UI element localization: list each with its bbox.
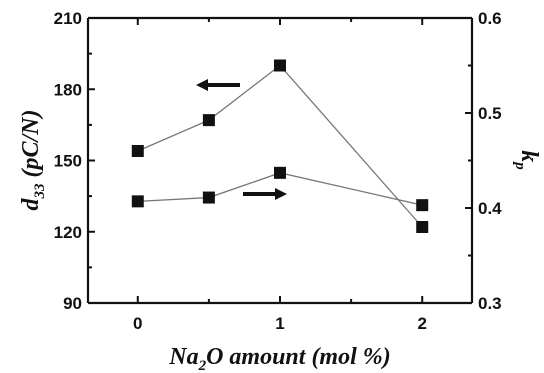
data-point-right: [274, 166, 286, 179]
ticks-layer: 0 1 2 90 120 150 180 210 0.3 0.4 0.5 0.6: [54, 9, 503, 333]
right-y-tick-label: 0.6: [478, 9, 502, 28]
right-y-tick-label: 0.5: [478, 104, 502, 123]
data-point-left: [274, 59, 286, 72]
left-y-tick-label: 180: [54, 80, 82, 99]
x-tick-label: 1: [275, 314, 284, 333]
left-axis-arrow-head: [196, 79, 208, 91]
left-y-tick-label: 120: [54, 223, 82, 242]
left-y-tick-label: 150: [54, 152, 82, 171]
data-point-left: [131, 145, 144, 157]
x-tick-label: 0: [133, 314, 142, 333]
right-axis-title: kp: [512, 150, 542, 170]
data-point-right: [202, 191, 215, 204]
right-y-tick-label: 0.3: [478, 294, 502, 313]
data-point-right: [416, 199, 429, 212]
left-y-tick-label: 210: [54, 9, 82, 28]
series-line-left: [137, 64, 423, 228]
data-point-left: [202, 114, 215, 127]
left-axis-title: d33 (pC/N): [18, 110, 48, 211]
x-axis-title: Na2O amount (mol %): [168, 344, 391, 373]
series-line-right: [137, 172, 423, 206]
left-y-tick-label: 90: [63, 294, 82, 313]
right-y-tick-label: 0.4: [478, 199, 502, 218]
data-point-left: [416, 221, 429, 233]
x-tick-label: 2: [417, 314, 426, 333]
data-point-right: [131, 195, 144, 208]
series-layer: [131, 59, 429, 233]
right-axis-arrow-head: [275, 188, 287, 200]
